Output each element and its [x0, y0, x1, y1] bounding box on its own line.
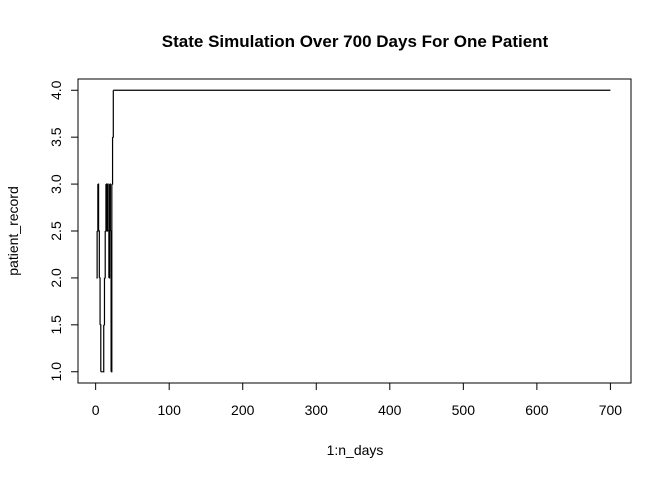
series-step-segment [97, 184, 99, 232]
series-step-segment [99, 277, 101, 325]
series-step-segment [105, 183, 108, 231]
y-axis: 1.0 1.5 2.0 2.5 3.0 3.5 4.0 [48, 80, 79, 382]
x-axis-label: 1:n_days [327, 442, 384, 458]
series-step-segment [106, 184, 109, 232]
chart-title: State Simulation Over 700 Days For One P… [162, 32, 549, 51]
series-step-segment [109, 183, 111, 231]
series-step-segment [97, 183, 100, 231]
y-tick-label: 2.0 [48, 268, 64, 288]
series-step-segment [111, 137, 114, 185]
x-tick-label: 600 [525, 402, 549, 418]
y-tick-label: 3.5 [48, 127, 64, 147]
series-step-segment [108, 184, 111, 279]
y-tick-label: 4.0 [48, 80, 64, 100]
series-step-segment [104, 231, 106, 279]
x-tick-label: 100 [158, 402, 182, 418]
series-layer [96, 89, 611, 373]
x-tick-label: 400 [378, 402, 402, 418]
series-step-segment [111, 184, 113, 373]
y-tick-label: 3.0 [48, 174, 64, 194]
series-step-segment [108, 230, 110, 278]
series-step-segment [112, 90, 114, 138]
series-step-segment [103, 277, 106, 326]
series-step-segment [103, 324, 105, 373]
x-tick-label: 300 [305, 402, 329, 418]
series-step-segment [110, 230, 112, 372]
y-tick-label: 1.0 [48, 362, 64, 382]
x-tick-label: 200 [231, 402, 255, 418]
y-tick-label: 1.5 [48, 315, 64, 335]
x-axis: 0 100 200 300 400 500 600 700 [92, 382, 623, 418]
series-step-segment [105, 184, 107, 232]
x-tick-label: 700 [599, 402, 623, 418]
y-axis-label: patient_record [5, 186, 21, 276]
series-step-segment [98, 230, 100, 278]
x-tick-label: 0 [92, 402, 100, 418]
y-tick-label: 2.5 [48, 221, 64, 241]
series-step-segment [100, 324, 102, 372]
series-step-segment [107, 183, 109, 231]
series-step-segment [96, 231, 98, 279]
plot-area-border [77, 78, 632, 384]
x-tick-label: 500 [452, 402, 476, 418]
